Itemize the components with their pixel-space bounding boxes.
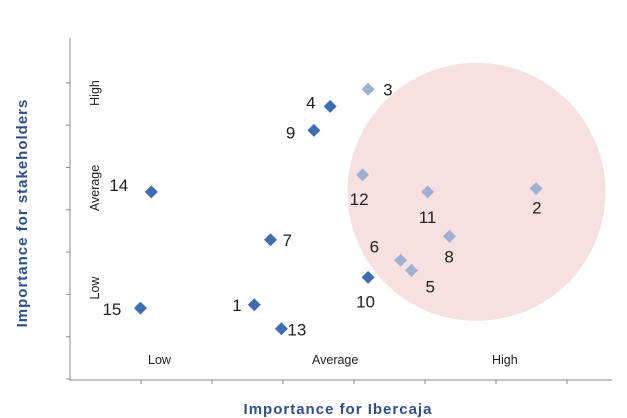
highlight-circle — [347, 62, 606, 321]
data-point-9 — [307, 123, 321, 137]
x-level-average: Average — [312, 353, 358, 367]
data-point-11 — [421, 185, 435, 199]
highlight-region-layer — [347, 62, 606, 321]
point-label-9: 9 — [286, 123, 295, 142]
point-label-15: 15 — [102, 300, 121, 319]
point-label-6: 6 — [370, 237, 379, 256]
data-point-15 — [133, 301, 147, 315]
point-label-4: 4 — [306, 93, 315, 112]
point-label-1: 1 — [232, 296, 241, 315]
point-label-12: 12 — [350, 190, 369, 209]
point-label-11: 11 — [419, 208, 437, 227]
data-point-12 — [356, 168, 370, 182]
data-point-5 — [404, 264, 418, 278]
point-label-7: 7 — [283, 231, 292, 250]
axes — [66, 38, 612, 384]
data-point-7 — [264, 233, 278, 247]
data-point-13 — [274, 322, 288, 336]
data-points — [133, 82, 543, 336]
data-point-4 — [323, 99, 337, 113]
y-level-low: Low — [88, 276, 102, 300]
point-label-8: 8 — [444, 247, 453, 266]
data-point-1 — [247, 298, 261, 312]
y-level-high: High — [88, 80, 102, 106]
y-axis-title: Importance for stakeholders — [14, 99, 31, 328]
y-level-average: Average — [88, 165, 102, 211]
data-point-10 — [361, 270, 375, 284]
point-label-3: 3 — [383, 80, 392, 99]
data-point-6 — [394, 253, 408, 267]
data-point-8 — [442, 229, 456, 243]
point-label-10: 10 — [356, 292, 375, 311]
point-label-14: 14 — [109, 176, 128, 195]
data-point-2 — [529, 181, 543, 195]
x-axis-title: Importance for Ibercaja — [244, 401, 433, 418]
point-label-5: 5 — [425, 278, 434, 297]
data-point-14 — [144, 185, 158, 199]
x-level-low: Low — [148, 353, 172, 367]
point-label-2: 2 — [532, 198, 541, 217]
data-point-3 — [361, 82, 375, 96]
point-label-13: 13 — [287, 321, 306, 340]
x-level-high: High — [492, 353, 518, 367]
